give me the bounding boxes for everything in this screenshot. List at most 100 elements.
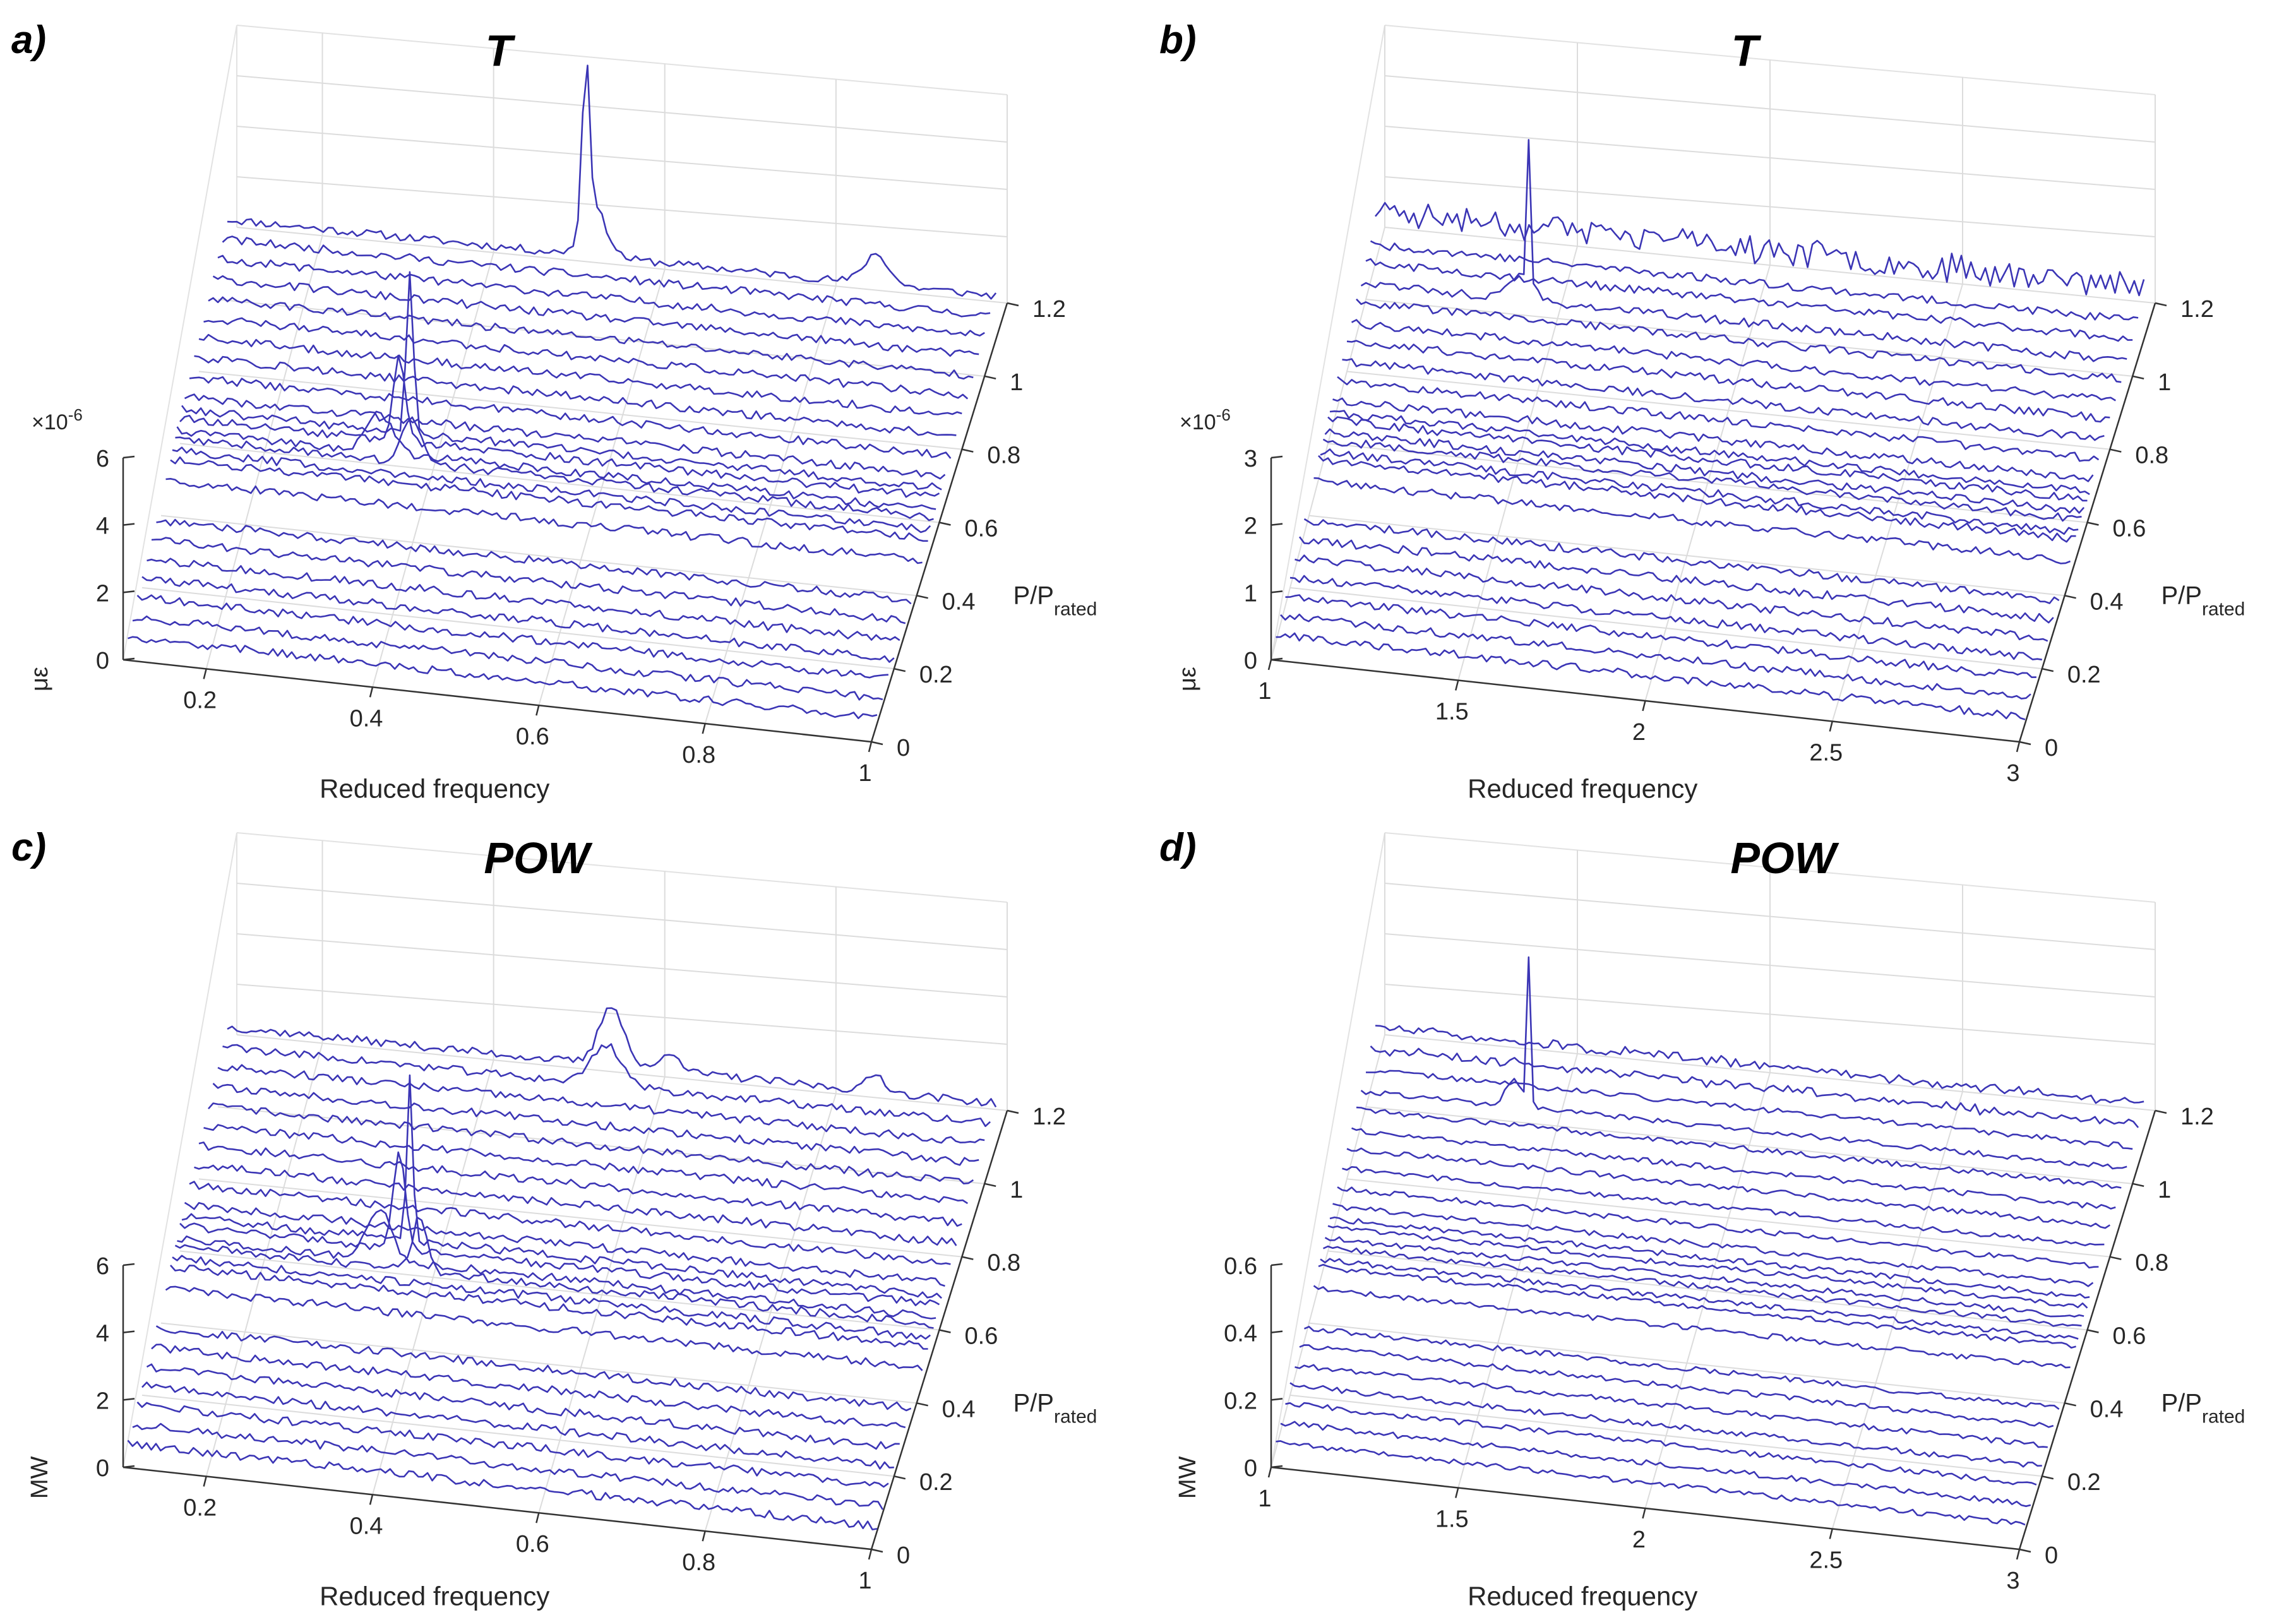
series-line	[1356, 1106, 2122, 1189]
series-line	[1365, 258, 2133, 342]
grid-line	[236, 883, 1008, 950]
series-line	[1285, 1402, 2037, 1486]
y-tick-label: 0.4	[2090, 1396, 2124, 1422]
series-line	[1289, 1382, 2042, 1468]
series-line	[151, 537, 906, 624]
series-line	[1289, 575, 2042, 661]
series-group	[1276, 956, 2144, 1526]
x-tick	[535, 705, 540, 716]
x-tick	[1455, 1487, 1459, 1498]
series-line	[179, 354, 940, 498]
x-tick	[702, 1530, 706, 1542]
z-tick-label: 3	[1244, 446, 1257, 472]
series-line	[1370, 240, 2139, 321]
x-tick	[369, 687, 374, 698]
x-tick-label: 3	[2006, 760, 2019, 787]
y-axis: 0 0.2 0.4 0.6 0.8 1 1.2 P/Prated	[870, 1104, 1097, 1569]
x-axis-label: Reduced frequency	[320, 1582, 549, 1611]
series-line	[1346, 340, 2110, 423]
series-line	[208, 296, 974, 380]
z-exponent: ×10-6	[32, 405, 83, 434]
y-tick-label: 0.2	[919, 662, 953, 688]
z-tick-label: 0.4	[1224, 1321, 1257, 1347]
y-tick	[2087, 1329, 2099, 1333]
grid-line	[217, 1106, 985, 1184]
x-tick-label: 0.4	[350, 1513, 383, 1539]
series-line	[194, 1164, 957, 1246]
z-exponent: ×10-6	[1180, 405, 1231, 434]
series-line	[156, 518, 912, 605]
panel-title-b: T	[1731, 26, 1759, 75]
series-line	[1276, 632, 2026, 720]
y-tick-label: 0.6	[965, 1323, 998, 1350]
y-tick	[939, 521, 951, 526]
y-tick	[2064, 595, 2076, 599]
series-line	[198, 333, 962, 415]
y-axis-label: P/Prated	[2161, 582, 2245, 620]
series-line	[1324, 1236, 2084, 1318]
x-tick	[2016, 741, 2021, 753]
y-tick	[1007, 302, 1019, 307]
x-tick-label: 1.5	[1435, 699, 1469, 725]
y-tick-label: 0	[897, 1542, 910, 1569]
series-line	[217, 254, 985, 337]
y-tick	[916, 1402, 928, 1407]
series-line	[1324, 428, 2085, 514]
grid-line	[236, 126, 1008, 190]
grid-line	[160, 515, 917, 597]
series-line	[1303, 1326, 2060, 1410]
grid-line	[179, 443, 940, 523]
series-line	[1351, 1127, 2116, 1210]
series-group	[127, 1007, 997, 1530]
axis-walls	[1271, 832, 2156, 1468]
x-tick-label: 1	[858, 1568, 871, 1594]
floor-grid	[1271, 1034, 2156, 1550]
y-tick	[894, 1475, 906, 1480]
z-tick-label: 0.6	[1224, 1253, 1257, 1280]
z-axis: 0 2 4 6 ×10-6 με	[27, 405, 135, 691]
x-tick-label: 1	[858, 760, 871, 787]
box-edge	[236, 832, 1008, 903]
series-line	[212, 275, 979, 357]
x-tick-label: 0.6	[516, 724, 549, 750]
series-line	[203, 317, 969, 400]
x-tick-label: 2.5	[1809, 1547, 1843, 1574]
y-tick-label: 1.2	[1032, 1104, 1066, 1130]
z-tick-label: 2	[96, 1388, 109, 1414]
box-edge	[236, 25, 1008, 95]
series-line	[1337, 376, 2100, 462]
z-tick	[123, 523, 135, 526]
series-line	[181, 1074, 943, 1299]
series-line	[128, 636, 878, 719]
grid-line	[236, 176, 1008, 237]
z-tick	[1271, 523, 1283, 526]
y-tick-label: 0.2	[2067, 1469, 2101, 1496]
grid-line	[236, 75, 1008, 143]
y-axis: 0 0.2 0.4 0.6 0.8 1 1.2 P/Prated	[2018, 296, 2245, 761]
y-tick	[2110, 448, 2122, 453]
series-line	[1365, 1070, 2133, 1150]
y-tick	[894, 667, 906, 672]
series-line	[227, 1007, 997, 1108]
series-line	[179, 1151, 940, 1306]
y-tick	[939, 1329, 951, 1333]
series-group	[1276, 139, 2145, 720]
series-line	[1294, 1364, 2048, 1448]
x-axis: 1 1.5 2 2.5 3 Reduced frequency	[1258, 1466, 2021, 1611]
series-line	[1318, 455, 2076, 543]
y-tick	[2064, 1402, 2076, 1407]
series-line	[222, 235, 991, 318]
z-tick	[1271, 1398, 1283, 1401]
z-tick-label: 4	[96, 513, 109, 540]
z-tick	[1271, 590, 1283, 593]
y-axis-label: P/Prated	[1013, 1390, 1097, 1427]
x-axis: 1 1.5 2 2.5 3 Reduced frequency	[1258, 659, 2021, 804]
x-tick	[1267, 659, 1272, 670]
x-tick-label: 1	[1258, 1486, 1271, 1512]
series-line	[177, 1209, 936, 1320]
series-line	[208, 1102, 974, 1184]
grid-line	[1289, 587, 2042, 670]
